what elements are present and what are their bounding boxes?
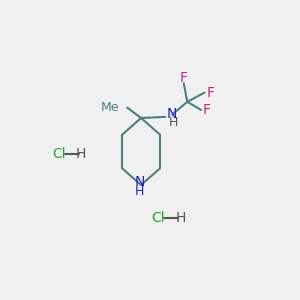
Text: Cl: Cl bbox=[52, 147, 66, 161]
Text: Cl: Cl bbox=[152, 212, 165, 226]
Text: H: H bbox=[76, 147, 86, 161]
Text: Me: Me bbox=[100, 101, 119, 114]
Text: H: H bbox=[175, 212, 185, 226]
Text: F: F bbox=[206, 85, 214, 100]
Text: H: H bbox=[169, 116, 178, 129]
Text: F: F bbox=[203, 103, 211, 117]
Text: F: F bbox=[180, 70, 188, 85]
Text: N: N bbox=[135, 175, 145, 189]
Text: N: N bbox=[167, 107, 177, 121]
Text: H: H bbox=[135, 185, 145, 198]
